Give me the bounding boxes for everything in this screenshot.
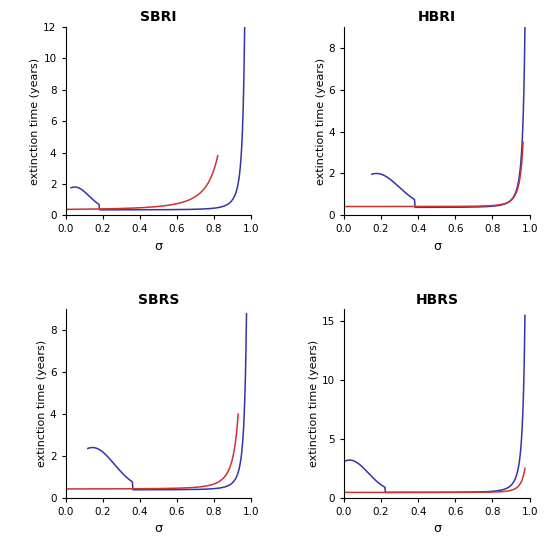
Y-axis label: extinction time (years): extinction time (years) — [309, 340, 319, 467]
Title: SBRI: SBRI — [140, 10, 176, 24]
X-axis label: σ: σ — [433, 522, 441, 535]
Y-axis label: extinction time (years): extinction time (years) — [316, 58, 325, 184]
Title: HBRI: HBRI — [418, 10, 456, 24]
X-axis label: σ: σ — [433, 240, 441, 253]
Title: SBRS: SBRS — [138, 293, 179, 307]
Y-axis label: extinction time (years): extinction time (years) — [31, 58, 40, 184]
X-axis label: σ: σ — [155, 240, 162, 253]
Y-axis label: extinction time (years): extinction time (years) — [37, 340, 47, 467]
Title: HBRS: HBRS — [416, 293, 458, 307]
X-axis label: σ: σ — [155, 522, 162, 535]
